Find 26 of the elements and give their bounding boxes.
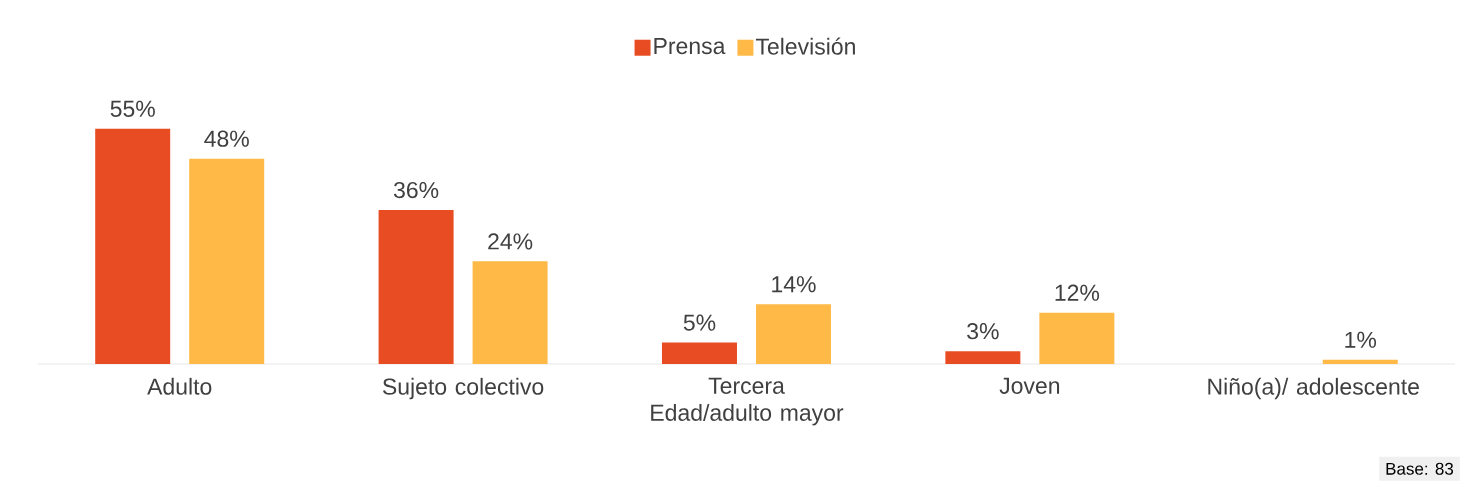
data-label: 36% [393, 181, 439, 199]
data-label: 3% [967, 323, 999, 340]
bar [1039, 312, 1115, 364]
x-tick-label: Tercera Edad/adulto mayor [651, 377, 844, 426]
x-tick-label: Joven [999, 377, 1060, 394]
bar [472, 261, 548, 364]
data-label: 5% [683, 314, 716, 331]
bar [1322, 359, 1398, 364]
x-tick-label: Sujeto colectivo [382, 377, 544, 400]
data-label: 24% [488, 233, 533, 250]
x-tick-label: Niño(a)/ adolescente [1208, 377, 1419, 400]
data-label: 48% [204, 130, 249, 147]
text: Base: 83 [1386, 462, 1454, 475]
bar [95, 128, 171, 364]
bar [945, 351, 1021, 364]
x-tick-label: Adulto [147, 377, 212, 395]
legend-label: Prensa [654, 38, 726, 55]
bar [378, 210, 454, 364]
data-label: 55% [110, 100, 155, 117]
bar [189, 158, 265, 364]
bar [661, 342, 737, 364]
data-label: 1% [1345, 331, 1377, 348]
legend-label: Televisión [755, 37, 855, 55]
data-label: 14% [772, 276, 816, 293]
bar [755, 304, 831, 364]
data-label: 12% [1055, 284, 1100, 301]
